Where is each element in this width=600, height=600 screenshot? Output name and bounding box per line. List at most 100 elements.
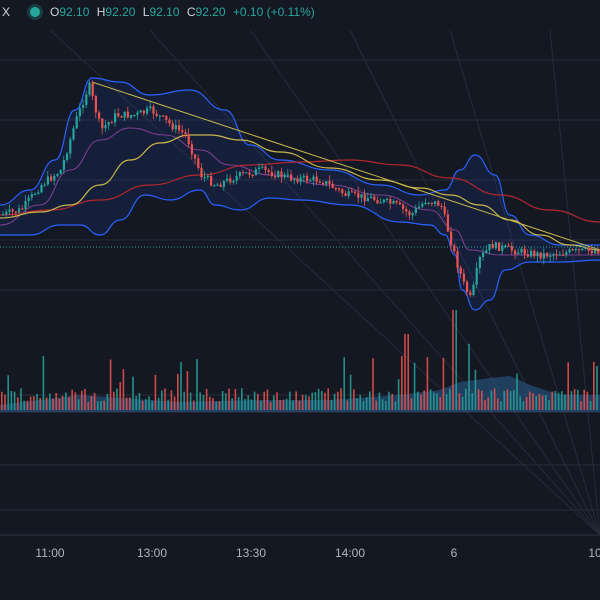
candle-body [418,206,421,209]
volume-bar [532,393,534,410]
volume-bar [589,401,592,410]
volume-bar [244,398,246,410]
volume-bar [333,393,336,410]
candle-body [187,133,190,145]
volume-bar [541,395,544,410]
candle-body [312,176,315,181]
volume-bar [365,397,368,410]
candle-body [517,252,520,255]
volume-bar [557,392,560,410]
volume-bar [295,391,297,410]
candle-body [24,200,27,209]
volume-bar [369,391,371,410]
candle-body [94,96,97,113]
volume-bar [269,401,272,410]
volume-bar [100,401,102,410]
candle-body [558,254,561,256]
volume-bar [276,392,278,410]
x-tick-label: 11:00 [35,546,64,560]
candle-body [402,204,405,209]
volume-bar [535,395,537,410]
volume-bar [164,388,166,410]
volume-bar [103,400,105,410]
candle-body [286,174,289,176]
candle-body [120,116,123,118]
volume-bar [122,369,125,410]
bollinger-fill [0,78,600,310]
candle-body [501,245,504,251]
volume-bar [317,388,320,410]
candle-body [267,169,270,172]
grid-line-v [249,29,600,536]
candle-body [373,196,376,200]
low-value: 92.10 [149,5,180,19]
volume-bar [413,362,416,410]
candle-body [190,144,193,155]
volume-bar [391,393,393,410]
ohlc-legend: X O92.10 H92.20 L92.10 C92.20 +0.10 (+0.… [0,0,315,24]
volume-bar [141,400,144,410]
candle-body [530,250,533,257]
volume-bar [260,400,262,410]
volume-bar [154,374,157,410]
volume-bar [564,394,566,410]
volume-bar [186,371,189,410]
candle-body [75,116,78,129]
volume-bar [119,381,121,410]
grid-line-v [49,29,600,536]
volume-bar [484,400,486,410]
candle-body [507,245,510,247]
volume-bar [545,395,547,410]
candle-body [155,113,158,116]
candle-body [370,196,373,199]
candle-body [18,208,21,213]
candle-body [82,104,85,108]
candle-body [398,202,401,205]
volume-bar [372,358,374,410]
candle-body [114,113,117,123]
volume-bar [193,400,195,410]
volume-bar [20,388,22,410]
volume-bar [311,392,313,410]
candle-body [325,181,328,185]
candle-body [171,123,174,130]
volume-bar [170,390,173,410]
volume-bar [375,400,377,410]
volume-bar [145,399,147,410]
candle-body [491,244,494,249]
candle-body [565,252,568,256]
volume-bar [321,390,323,410]
volume-bar [58,398,61,410]
volume-bar [218,401,221,410]
candle-body [440,205,443,208]
candle-body [181,130,184,133]
volume-bar [61,395,64,410]
volume-bar [407,334,409,410]
candle-body [392,200,395,204]
candle-body [117,113,120,117]
candle-body [504,245,507,247]
symbol-label[interactable]: X [2,5,11,19]
candle-body [472,284,475,296]
volume-bar [583,389,585,410]
volume-bar [135,395,137,410]
volume-bar [106,393,109,410]
candle-body [40,185,43,193]
candle-body [104,125,107,129]
candle-body [283,174,286,178]
candle-body [158,115,161,117]
volume-bar [221,391,224,410]
candle-body [152,106,155,114]
volume-bar [23,400,25,410]
candle-body [581,248,584,251]
volume-bar [359,394,361,410]
volume-bar [52,398,54,410]
volume-bar [138,393,141,410]
candle-body [5,211,8,215]
candle-body [520,248,523,253]
candle-body [437,201,440,206]
candle-body [11,209,14,212]
volume-bar [113,391,115,410]
